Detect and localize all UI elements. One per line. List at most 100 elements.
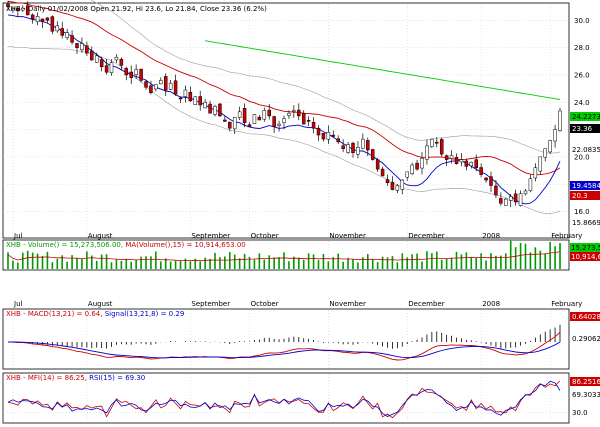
price-badge — [570, 124, 600, 133]
ma-long-line — [205, 40, 561, 100]
candle-body — [40, 18, 45, 22]
candle-body — [203, 102, 207, 109]
volume-bar — [228, 252, 231, 269]
candle-body — [124, 68, 129, 76]
volume-bar — [115, 259, 118, 269]
volume-bar — [253, 259, 256, 269]
month-label: February — [551, 232, 582, 240]
candle-body — [94, 55, 99, 63]
volume-bar — [524, 243, 527, 269]
volume-bar — [278, 257, 280, 269]
month-labels: Jul Jul August August September September Octo… — [13, 232, 582, 308]
candle-body — [351, 143, 355, 154]
candle-body — [267, 109, 271, 117]
candle-body — [474, 159, 478, 169]
volume-bar — [140, 256, 142, 269]
volume-bar — [514, 247, 517, 269]
candle-body — [331, 134, 336, 137]
price-tick-label: 28.0 — [574, 44, 590, 52]
volume-bar — [391, 256, 394, 269]
volume-ma-label: 10,914,653 — [571, 253, 600, 261]
price-tick-label: 20.0 — [574, 153, 590, 161]
volume-bar — [544, 253, 547, 269]
volume-bar — [554, 246, 556, 269]
candle-body — [232, 117, 237, 130]
candle-body — [400, 179, 405, 190]
candle-body — [459, 159, 464, 163]
oscillator-header: XHB - MFI(14) = 86.25, RSI(15) = 69.30 — [6, 374, 145, 382]
volume-label: 15,273,506 — [571, 244, 600, 252]
mfi-badge — [570, 377, 600, 386]
signal-label: 0.290626 — [572, 335, 600, 343]
volume-bar — [347, 257, 349, 269]
month-label: October — [251, 232, 279, 240]
volume-ma-line — [7, 251, 561, 262]
candle-body — [55, 25, 60, 32]
volume-bar — [485, 260, 487, 269]
volume-bar — [224, 256, 226, 269]
candle-body — [287, 112, 291, 116]
volume-bar — [283, 252, 285, 269]
candle-body — [30, 14, 35, 20]
volume-bar — [495, 255, 497, 269]
volume-bar — [194, 258, 197, 269]
month-label: August — [88, 300, 113, 308]
candle-body — [272, 116, 276, 128]
volume-bar — [199, 261, 202, 269]
volume-bar — [376, 262, 379, 269]
candle-body — [80, 43, 84, 51]
volume-bar — [366, 254, 369, 269]
candle-body — [366, 140, 370, 151]
volume-bar — [214, 252, 216, 269]
volume-bar — [179, 260, 182, 269]
month-label: 2008 — [482, 232, 500, 240]
candle-body — [85, 45, 89, 54]
oscillator-lines — [3, 380, 569, 419]
volume-bar — [426, 251, 428, 269]
price-tick-label: 24.0 — [574, 99, 590, 107]
macd-line — [7, 332, 561, 361]
candle-body — [504, 198, 508, 206]
candle-body — [60, 28, 64, 36]
candle-body — [361, 138, 365, 149]
candle-body — [213, 106, 217, 115]
candle-body — [523, 190, 528, 195]
candle-body — [558, 110, 562, 131]
month-label: February — [551, 300, 582, 308]
candle-body — [70, 35, 74, 43]
candle-body — [237, 111, 242, 118]
month-label: November — [329, 232, 366, 240]
oscillator-axis-labels: 86.2516 69.3033 30.0 — [570, 377, 600, 417]
candle-body — [104, 65, 109, 73]
month-label: 2008 — [482, 300, 500, 308]
volume-bar — [86, 251, 88, 269]
candle-body — [11, 7, 15, 11]
price-tick-label: 16.0 — [574, 208, 590, 216]
volume-bar — [362, 257, 364, 269]
candle-body — [282, 118, 286, 123]
candle-body — [439, 139, 444, 155]
volume-bars — [7, 240, 561, 269]
volume-bar — [189, 261, 192, 269]
month-label: August — [88, 232, 113, 240]
candle-body — [16, 7, 20, 12]
volume-bar — [559, 243, 561, 269]
volume-bar — [41, 255, 44, 269]
candle-body — [163, 76, 168, 91]
candle-body — [134, 69, 138, 75]
candle-body — [311, 122, 316, 129]
volume-bar — [381, 256, 384, 269]
volume-bar — [445, 258, 448, 269]
volume-bar — [396, 262, 399, 269]
volume-bar — [519, 242, 522, 269]
volume-bar — [465, 252, 468, 269]
candle-body — [6, 3, 10, 7]
volume-header-ma: MA(Volume(),15) = 10,914,653.00 — [125, 241, 245, 249]
volume-bar — [81, 259, 83, 269]
volume-bar — [36, 253, 39, 269]
candle-body — [370, 149, 375, 160]
volume-bar — [110, 262, 113, 269]
candle-body — [548, 140, 552, 153]
volume-bar — [12, 260, 14, 269]
candle-body — [208, 103, 212, 114]
